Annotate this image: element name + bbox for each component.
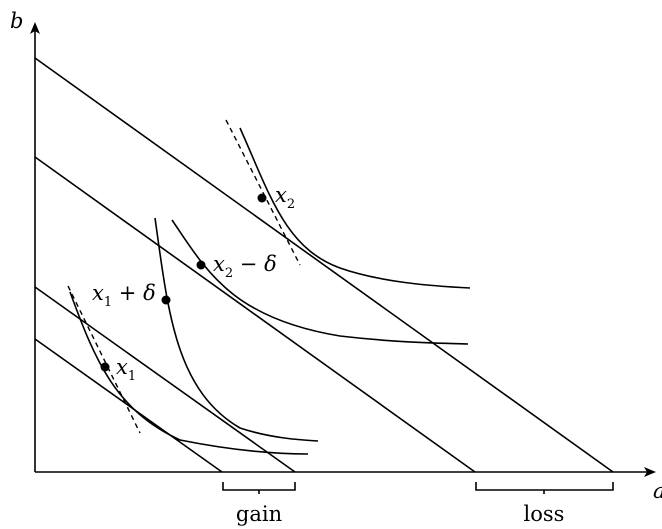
point-x2-minus-delta [196,260,206,270]
indifference-curve-x1-plus-delta [154,217,319,442]
y-axis-label: b [10,9,23,33]
tangent-dashed-x2 [225,119,301,266]
indifference-curve-x2-minus-delta [171,219,469,345]
gain-bracket [222,482,296,491]
budget-line-x1-shift [34,286,296,473]
point-x2 [257,193,267,203]
point-x1 [100,362,110,372]
label-x2-minus-delta: x2 − δ [213,252,277,281]
tangent-dashed-x1 [67,285,141,434]
point-x1-plus-delta [161,295,171,305]
gain-label: gain [236,502,282,526]
budget-line-inner [34,338,223,473]
x-axis-arrowhead [644,467,656,477]
loss-label: loss [524,502,565,526]
indifference-curve-x1 [69,291,309,455]
loss-bracket [475,482,614,491]
y-axis-arrowhead [30,22,40,34]
budget-line-x2-shift [34,156,476,473]
indifference-curve-x2 [239,127,471,289]
label-x2: x2 [275,183,295,212]
label-x1: x1 [116,355,136,384]
label-x1-plus-delta: x1 + δ [92,281,156,310]
x-axis-label: a [653,479,662,503]
budget-line-outer [34,57,614,473]
